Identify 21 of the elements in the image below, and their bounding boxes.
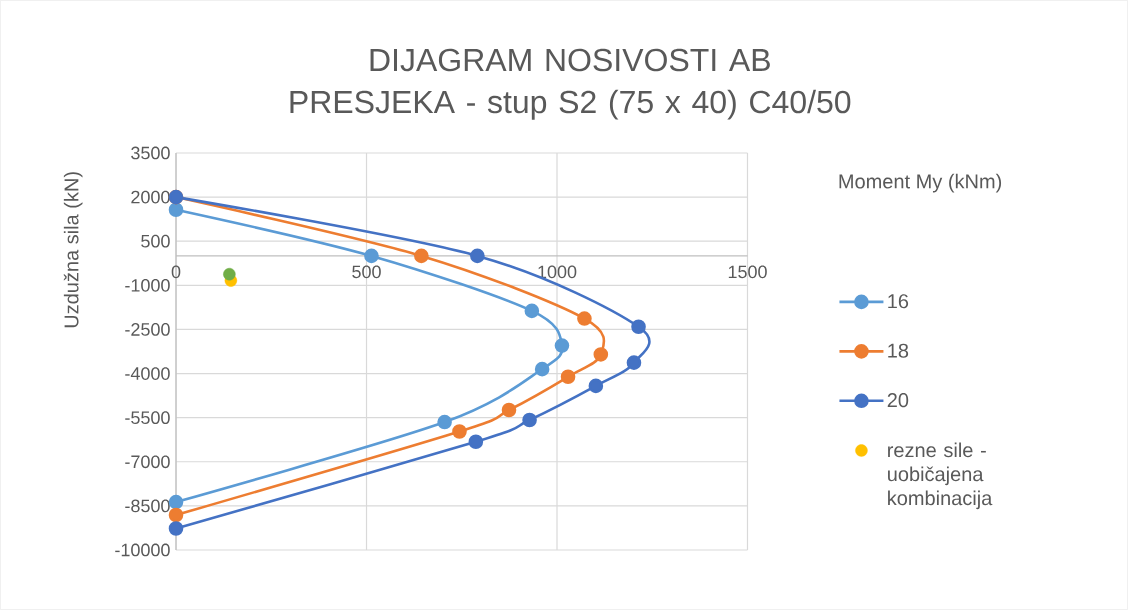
legend-label: 18 bbox=[888, 343, 909, 358]
legend-label: 16 bbox=[888, 294, 909, 309]
y-tick-label: 3500 bbox=[131, 146, 170, 160]
y-tick-label: -1000 bbox=[125, 278, 170, 292]
y-tick-label: 2000 bbox=[131, 190, 170, 204]
x-tick-label: 500 bbox=[352, 265, 381, 279]
x-tick-label: 1000 bbox=[538, 265, 577, 279]
x-tick-label: 1500 bbox=[728, 265, 767, 279]
y-tick-label: -4000 bbox=[125, 367, 170, 380]
y-tick-label: 500 bbox=[141, 234, 170, 248]
chart-title: DIJAGRAM NOSIVOSTI AB PRESJEKA - stup S2 (75 x 40) C40/50 bbox=[290, 48, 851, 120]
y-tick-label: -5500 bbox=[125, 411, 170, 425]
y-axis-title: Uzdužna sila (kN) bbox=[63, 172, 83, 328]
y-tick-label: -2500 bbox=[125, 323, 170, 336]
legend-label: 20 bbox=[887, 393, 909, 408]
y-tick-label: -10000 bbox=[115, 543, 170, 557]
x-tick-label: 0 bbox=[171, 265, 181, 279]
y-tick-label: -7000 bbox=[125, 455, 170, 469]
y-tick-label: -8500 bbox=[125, 499, 170, 513]
x-axis-title: Moment My (kNm) bbox=[839, 173, 1002, 193]
legend-label: rezne sile - uobičajena kombinacija bbox=[888, 442, 993, 510]
